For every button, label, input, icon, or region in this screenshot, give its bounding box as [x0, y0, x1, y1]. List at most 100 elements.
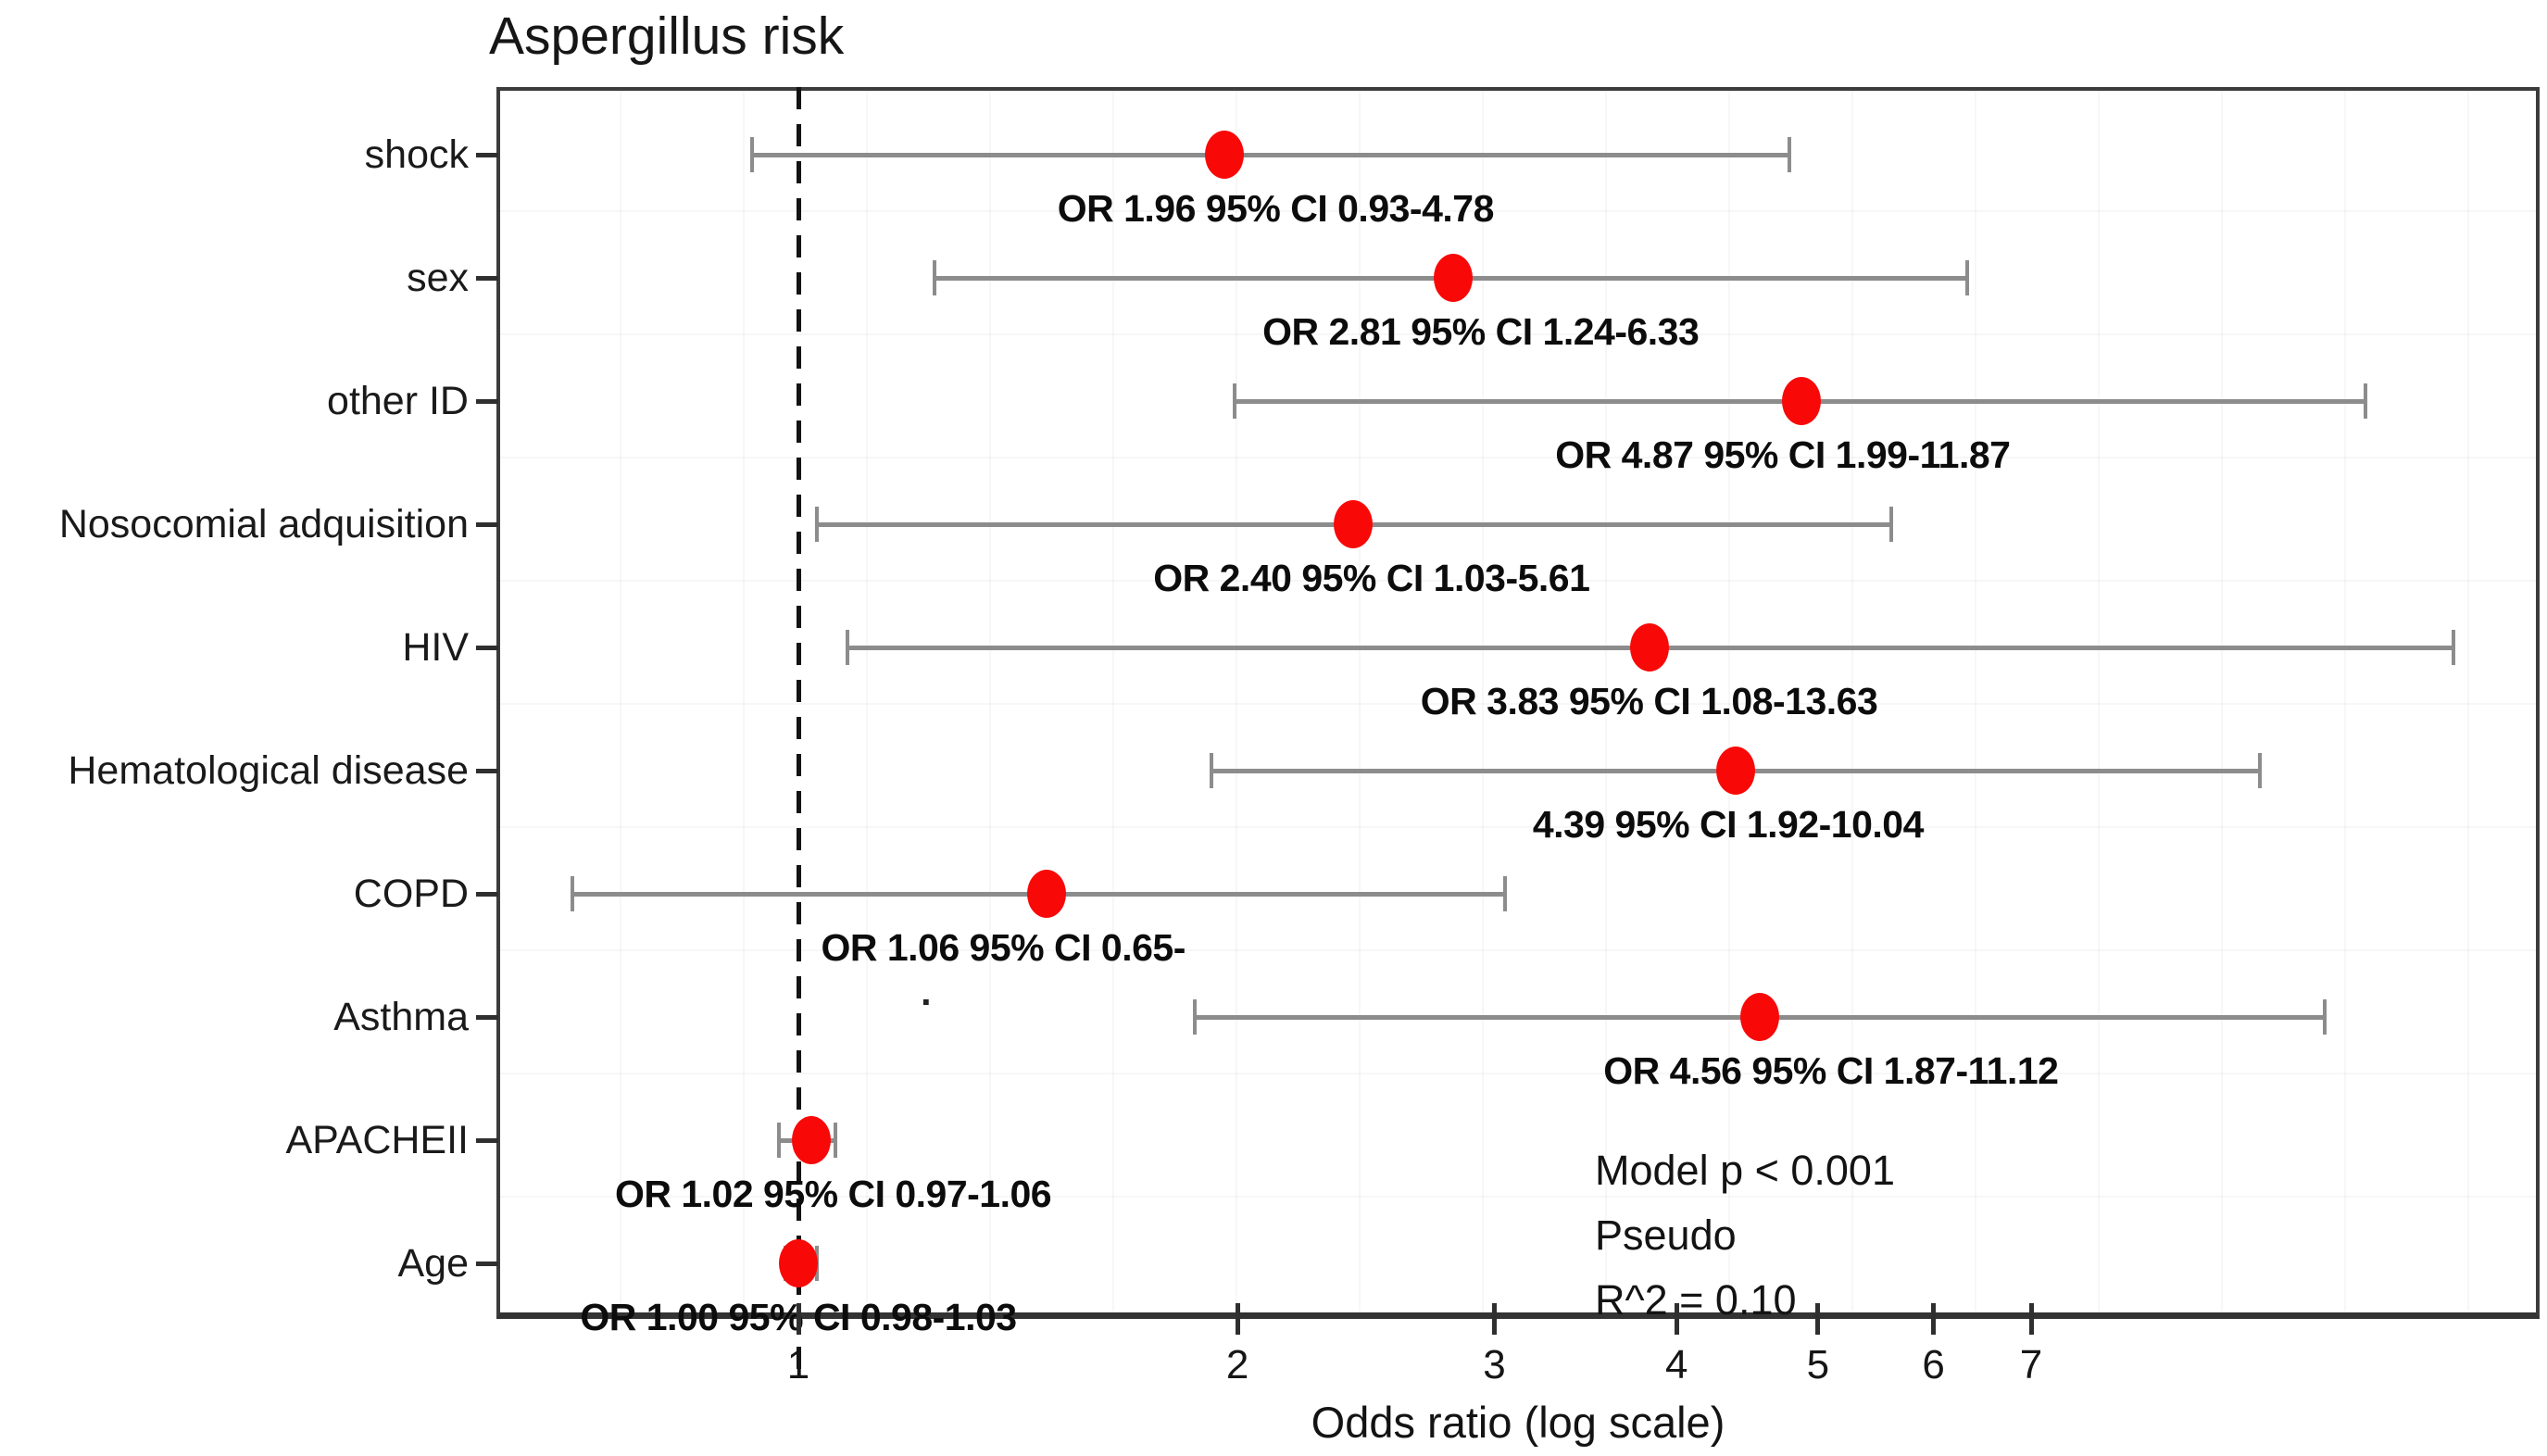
or-point: [1715, 747, 1755, 796]
error-bar-cap-right: [1965, 260, 1970, 296]
model-stats: Model p < 0.001 Pseudo R^2 = 0.10: [1595, 1147, 1895, 1341]
gridline: [1605, 91, 1607, 1313]
error-bar-cap-left: [750, 137, 755, 173]
gridline: [2467, 91, 2469, 1313]
error-bar-cap-right: [1502, 876, 1507, 912]
gridline: [1236, 91, 1237, 1313]
x-tick-label: 6: [1922, 1342, 1945, 1387]
gridline: [743, 91, 745, 1313]
or-annotation: OR 1.02 95% CI 0.97-1.06: [614, 1173, 1052, 1216]
y-tick: [476, 1014, 498, 1020]
error-bar-cap-left: [777, 1123, 782, 1159]
y-tick: [476, 521, 498, 527]
row-label: sex: [407, 256, 469, 301]
gridline: [2221, 91, 2223, 1313]
row-label: HIV: [402, 625, 469, 671]
plot-area: [496, 87, 2540, 1319]
gridline: [1112, 91, 1114, 1313]
y-tick: [476, 1261, 498, 1266]
y-tick: [476, 152, 498, 157]
reference-line-or-1: [796, 87, 801, 1382]
error-bar: [752, 152, 1790, 157]
gridline: [1851, 91, 1853, 1313]
gridline: [620, 91, 621, 1313]
chart-title: Aspergillus risk: [489, 6, 845, 66]
x-tick: [1931, 1303, 1937, 1335]
error-bar-cap-left: [933, 260, 937, 296]
error-bar-cap-right: [2322, 999, 2327, 1036]
gridline: [1728, 91, 1730, 1313]
y-tick: [476, 891, 498, 897]
gridline: [1482, 91, 1484, 1313]
x-tick: [796, 1303, 801, 1335]
error-bar-cap-left: [815, 507, 820, 543]
x-tick: [1235, 1303, 1240, 1335]
gridline: [500, 703, 2536, 705]
error-bar-cap-left: [1210, 753, 1214, 789]
or-point: [1739, 993, 1779, 1042]
error-bar-cap-right: [2451, 630, 2455, 666]
x-tick-label: 5: [1806, 1342, 1830, 1387]
or-point: [779, 1239, 818, 1288]
error-bar-cap-right: [833, 1123, 837, 1159]
gridline: [1975, 91, 1976, 1313]
gridline: [500, 1073, 2536, 1074]
or-annotation: OR 3.83 95% CI 1.08-13.63: [1420, 680, 1878, 723]
error-bar-cap-right: [2257, 753, 2262, 789]
or-annotation: OR 1.06 95% CI 0.65-: [821, 926, 1186, 970]
gridline: [500, 333, 2536, 335]
gridline: [500, 457, 2536, 458]
gridline: [866, 91, 868, 1313]
row-label: Nosocomial adquisition: [58, 502, 469, 547]
pseudo-text: Pseudo: [1595, 1211, 1737, 1259]
gridline: [1359, 91, 1361, 1313]
or-annotation: OR 4.87 95% CI 1.99-11.87: [1555, 433, 2011, 477]
gridline: [500, 826, 2536, 828]
gridline: [2344, 91, 2346, 1313]
x-axis-title: Odds ratio (log scale): [1311, 1398, 1725, 1447]
row-label: other ID: [327, 379, 469, 424]
y-tick: [476, 1137, 498, 1143]
x-tick-label: 4: [1664, 1342, 1688, 1387]
or-point: [791, 1116, 831, 1165]
model-p-text: Model p < 0.001: [1595, 1147, 1895, 1194]
or-annotation: OR 2.81 95% CI 1.24-6.33: [1262, 310, 1700, 354]
row-label: Asthma: [333, 995, 469, 1040]
x-tick-label: 3: [1483, 1342, 1506, 1387]
error-bar-cap-left: [845, 630, 849, 666]
or-point: [1433, 254, 1473, 303]
error-bar-cap-left: [1193, 999, 1198, 1036]
row-label: Age: [397, 1241, 469, 1287]
or-annotation: 4.39 95% CI 1.92-10.04: [1532, 803, 1925, 847]
gridline: [500, 1196, 2536, 1198]
x-tick-label: 2: [1225, 1342, 1249, 1387]
y-tick: [476, 275, 498, 281]
r-squared-text: R^2 = 0.10: [1595, 1276, 1797, 1324]
or-annotation: OR 4.56 95% CI 1.87-11.12: [1603, 1049, 2059, 1093]
or-point: [1629, 623, 1669, 672]
x-tick-label: 7: [2019, 1342, 2043, 1387]
truncated-annotation-mark: .: [921, 971, 932, 1014]
gridline: [2098, 91, 2100, 1313]
x-tick: [1674, 1303, 1679, 1335]
x-tick: [1815, 1303, 1821, 1335]
or-annotation: OR 2.40 95% CI 1.03-5.61: [1153, 557, 1590, 600]
or-point: [1333, 500, 1373, 549]
gridline: [500, 210, 2536, 212]
error-bar-cap-right: [1788, 137, 1792, 173]
error-bar-cap-right: [1888, 507, 1893, 543]
x-tick: [1491, 1303, 1497, 1335]
error-bar-cap-right: [2364, 383, 2368, 420]
row-label: Hematological disease: [68, 748, 469, 794]
error-bar-cap-left: [1232, 383, 1236, 420]
row-label: shock: [364, 132, 469, 178]
row-label: APACHEII: [285, 1118, 469, 1163]
x-tick-label: 1: [786, 1342, 810, 1387]
or-point: [1027, 870, 1067, 919]
or-point: [1205, 131, 1245, 180]
y-tick: [476, 645, 498, 650]
x-tick: [2028, 1303, 2034, 1335]
or-annotation: OR 1.96 95% CI 0.93-4.78: [1057, 187, 1495, 231]
error-bar-cap-left: [571, 876, 575, 912]
